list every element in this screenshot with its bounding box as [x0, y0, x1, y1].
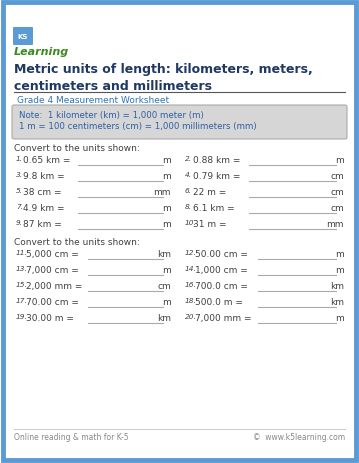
Text: m: m: [335, 250, 344, 258]
FancyBboxPatch shape: [13, 28, 33, 46]
Text: 12.: 12.: [185, 250, 197, 256]
Text: 4.: 4.: [185, 172, 192, 178]
Text: 1 m = 100 centimeters (cm) = 1,000 millimeters (mm): 1 m = 100 centimeters (cm) = 1,000 milli…: [19, 122, 257, 131]
Text: 6.1 km =: 6.1 km =: [193, 204, 235, 213]
Text: 0.88 km =: 0.88 km =: [193, 156, 241, 165]
Text: 0.65 km =: 0.65 km =: [23, 156, 70, 165]
Text: 2,000 mm =: 2,000 mm =: [26, 282, 82, 290]
FancyBboxPatch shape: [3, 3, 356, 460]
Text: km: km: [157, 250, 171, 258]
Text: 500.0 m =: 500.0 m =: [195, 297, 243, 307]
Text: m: m: [335, 313, 344, 322]
Text: cm: cm: [157, 282, 171, 290]
Text: 10.: 10.: [185, 219, 197, 225]
Text: m: m: [162, 172, 171, 181]
Text: 38 cm =: 38 cm =: [23, 188, 61, 197]
Text: 19.: 19.: [16, 313, 28, 319]
Text: 13.: 13.: [16, 265, 28, 271]
Text: Note:  1 kilometer (km) = 1,000 meter (m): Note: 1 kilometer (km) = 1,000 meter (m): [19, 111, 204, 120]
Text: 16.: 16.: [185, 282, 197, 288]
Text: 0.79 km =: 0.79 km =: [193, 172, 241, 181]
Text: Convert to the units shown:: Convert to the units shown:: [14, 144, 140, 153]
Text: 15.: 15.: [16, 282, 28, 288]
Text: 8.: 8.: [185, 204, 192, 210]
Text: 700.0 cm =: 700.0 cm =: [195, 282, 248, 290]
FancyBboxPatch shape: [12, 106, 347, 140]
Text: 30.00 m =: 30.00 m =: [26, 313, 74, 322]
Text: m: m: [335, 156, 344, 165]
Text: 2.: 2.: [185, 156, 192, 162]
Text: 6.: 6.: [185, 188, 192, 194]
Text: Convert to the units shown:: Convert to the units shown:: [14, 238, 140, 246]
Text: m: m: [162, 156, 171, 165]
Text: 11.: 11.: [16, 250, 28, 256]
Text: m: m: [162, 297, 171, 307]
Text: 9.8 km =: 9.8 km =: [23, 172, 65, 181]
Text: 3.: 3.: [16, 172, 23, 178]
Text: Online reading & math for K-5: Online reading & math for K-5: [14, 432, 129, 441]
Text: cm: cm: [330, 188, 344, 197]
Text: 7,000 cm =: 7,000 cm =: [26, 265, 79, 275]
Text: mm: mm: [326, 219, 344, 229]
Text: km: km: [157, 313, 171, 322]
Text: m: m: [162, 265, 171, 275]
Text: 70.00 cm =: 70.00 cm =: [26, 297, 79, 307]
Text: 14.: 14.: [185, 265, 197, 271]
Text: m: m: [162, 204, 171, 213]
Text: Learning: Learning: [14, 47, 69, 57]
Text: 50.00 cm =: 50.00 cm =: [195, 250, 248, 258]
Text: 7,000 mm =: 7,000 mm =: [195, 313, 252, 322]
Text: 87 km =: 87 km =: [23, 219, 62, 229]
Text: 18.: 18.: [185, 297, 197, 303]
Text: km: km: [330, 282, 344, 290]
Text: 22 m =: 22 m =: [193, 188, 226, 197]
Text: 1.: 1.: [16, 156, 23, 162]
Text: 4.9 km =: 4.9 km =: [23, 204, 65, 213]
Text: 5,000 cm =: 5,000 cm =: [26, 250, 79, 258]
Text: m: m: [162, 219, 171, 229]
Text: Grade 4 Measurement Worksheet: Grade 4 Measurement Worksheet: [17, 96, 169, 105]
Text: m: m: [335, 265, 344, 275]
Text: cm: cm: [330, 204, 344, 213]
Text: 5.: 5.: [16, 188, 23, 194]
Text: Metric units of length: kilometers, meters,
centimeters and millimeters: Metric units of length: kilometers, mete…: [14, 63, 313, 92]
Text: mm: mm: [154, 188, 171, 197]
Text: 17.: 17.: [16, 297, 28, 303]
Text: ©  www.k5learning.com: © www.k5learning.com: [253, 432, 345, 441]
Text: KS: KS: [18, 34, 28, 40]
Text: cm: cm: [330, 172, 344, 181]
Text: 31 m =: 31 m =: [193, 219, 227, 229]
Text: 1,000 cm =: 1,000 cm =: [195, 265, 248, 275]
Text: km: km: [330, 297, 344, 307]
Text: 20.: 20.: [185, 313, 197, 319]
Text: 9.: 9.: [16, 219, 23, 225]
Text: 7.: 7.: [16, 204, 23, 210]
